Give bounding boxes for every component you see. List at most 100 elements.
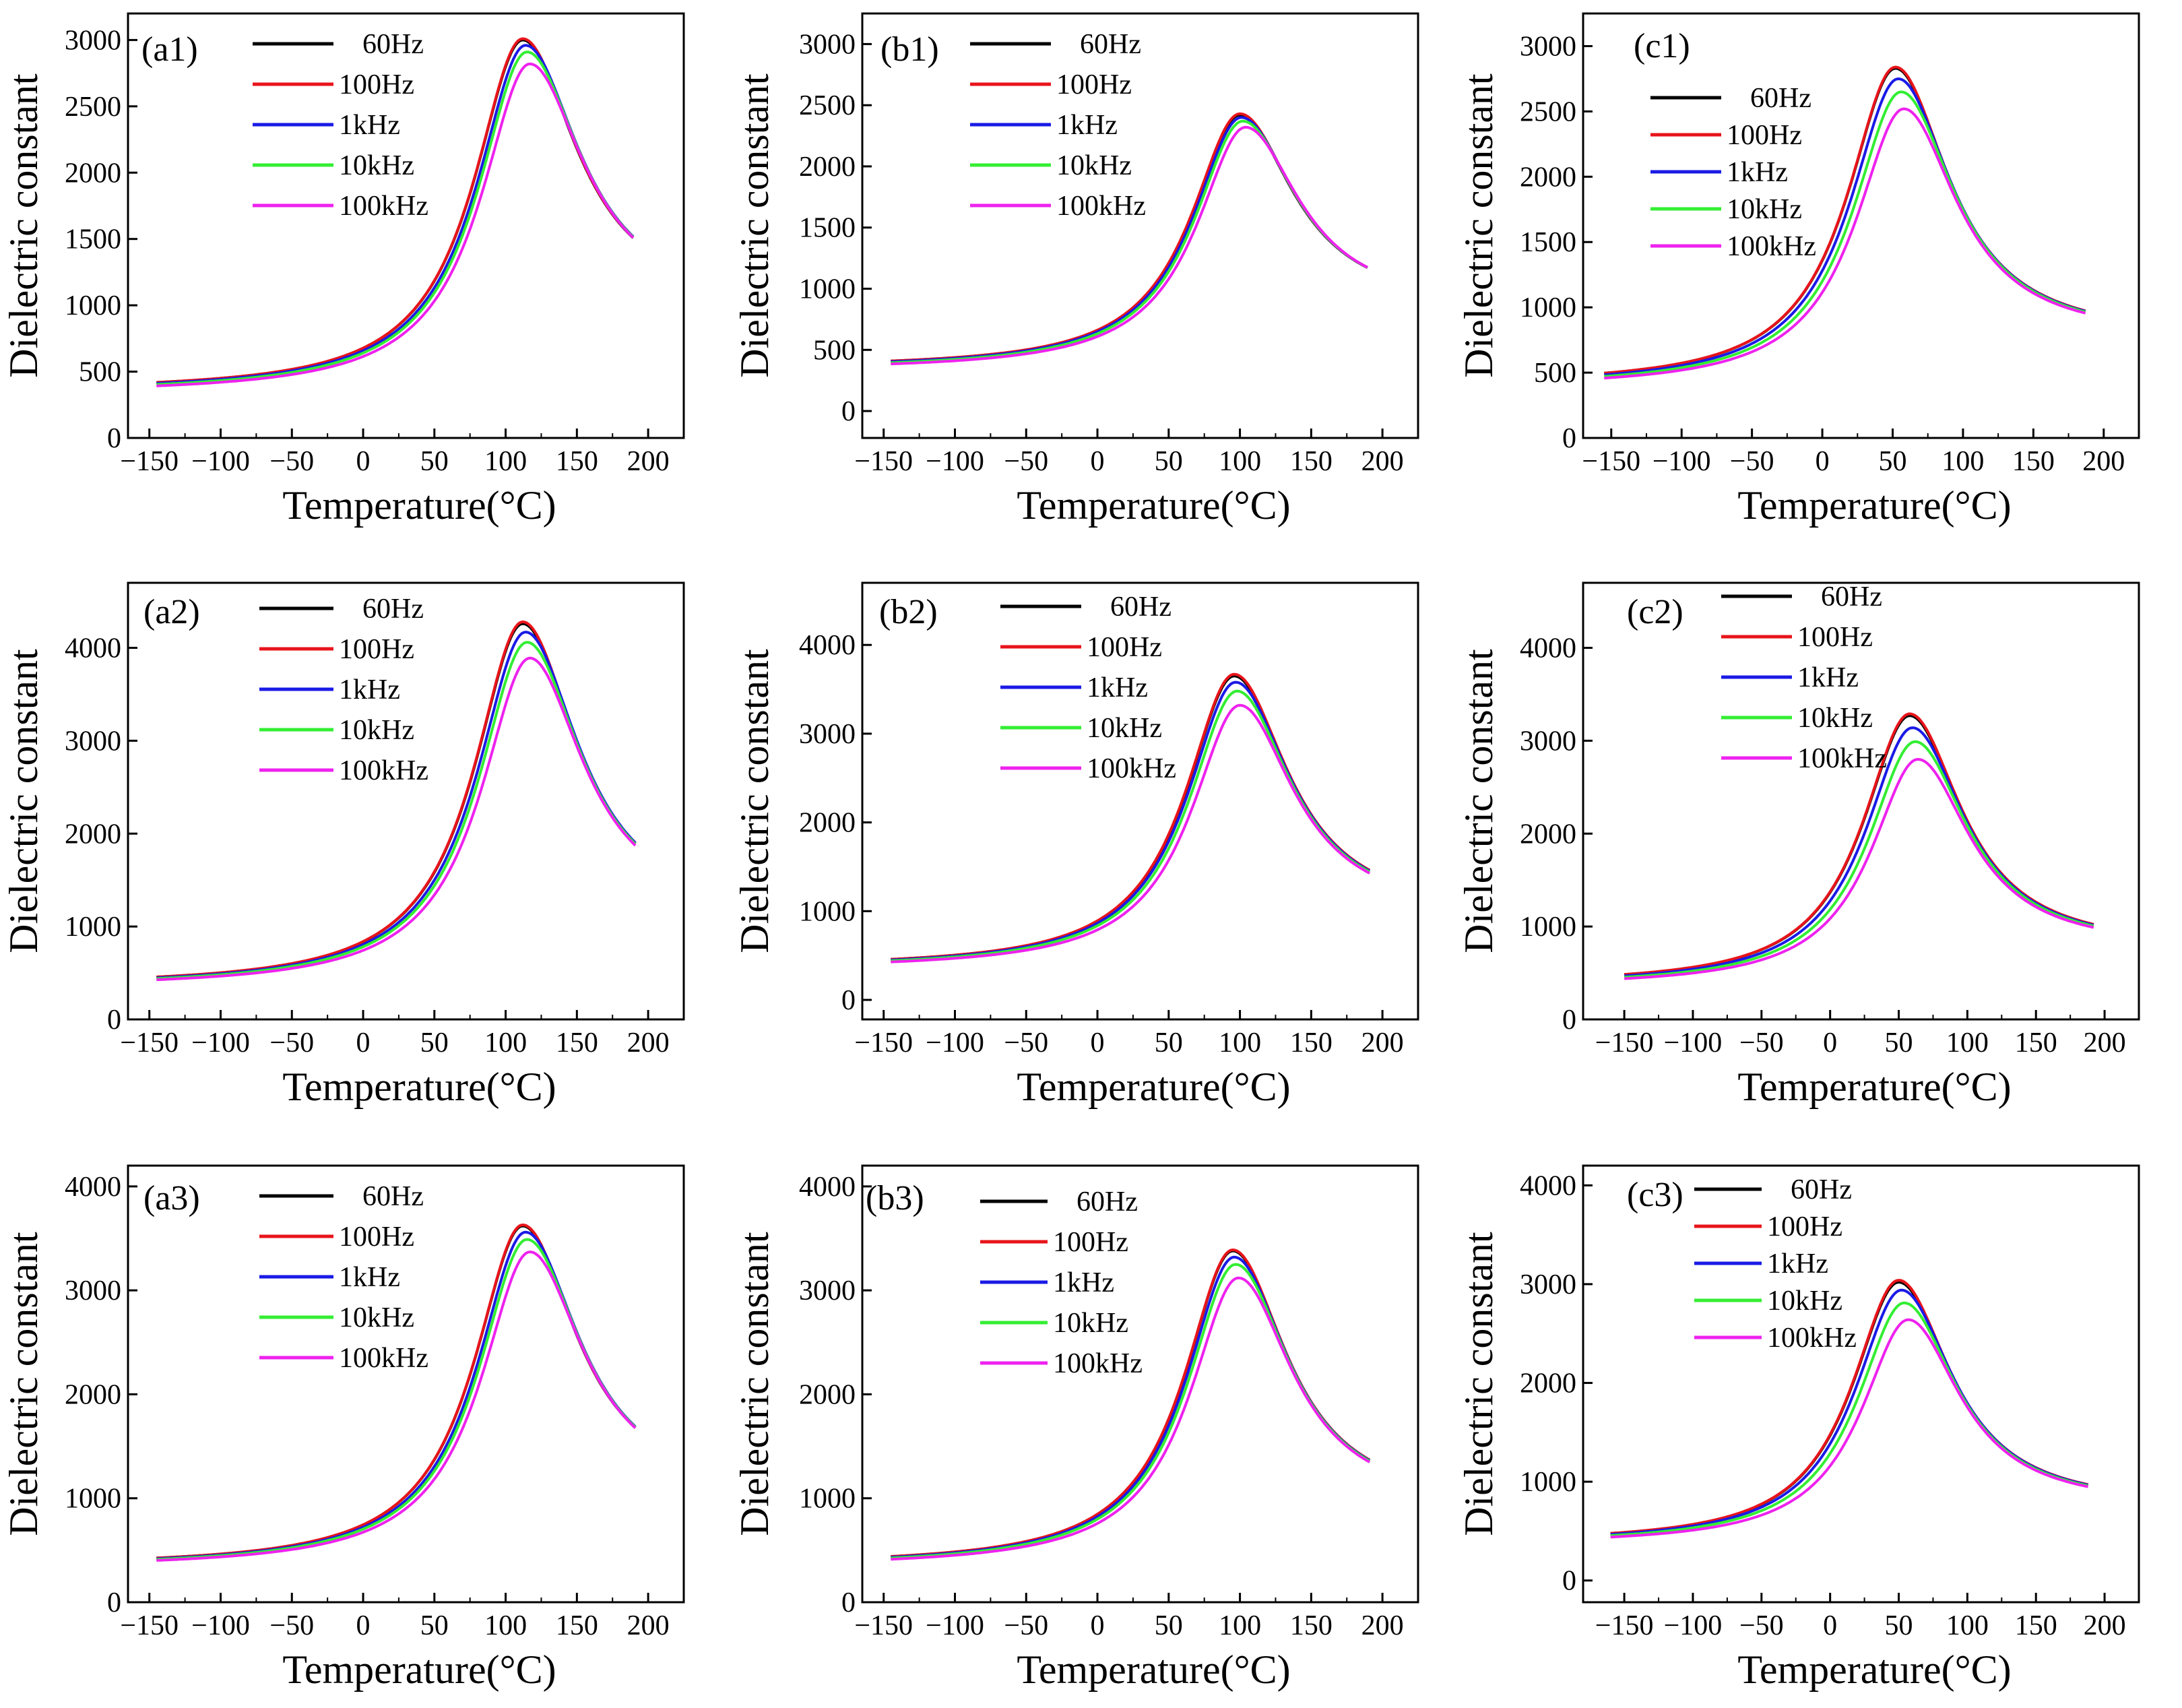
legend-label: 60Hz [1077, 1187, 1138, 1217]
legend-label: 100Hz [1797, 622, 1873, 653]
chart-panel-c2: −150 −100 −50 0 50 100 150 20001000200030004000… [1456, 581, 2140, 1109]
x-tick-label: −150 [854, 1027, 913, 1058]
legend-label: 10kHz [1767, 1286, 1842, 1317]
legend-label: 60Hz [1750, 83, 1811, 114]
legend-label: 100Hz [1087, 632, 1162, 663]
series-line-10kHz [156, 641, 637, 980]
y-tick-label: 4000 [799, 630, 856, 661]
legend-label: 100Hz [339, 634, 414, 665]
y-tick-label: 4000 [65, 1172, 121, 1203]
x-tick-label: 200 [2084, 1610, 2126, 1641]
x-tick-label: −150 [1582, 446, 1640, 477]
legend-label: 1kHz [1797, 662, 1859, 693]
plot-frame [1582, 12, 2140, 439]
y-tick-label: 2000 [65, 819, 121, 850]
y-axis-title: Dielectric constant [1, 73, 46, 378]
y-tick-label: 0 [107, 1005, 121, 1036]
y-tick-label: 3000 [1520, 726, 1576, 757]
y-tick-label: 0 [107, 423, 121, 454]
x-tick-label: 0 [356, 1610, 371, 1641]
x-tick-label: 150 [2015, 1027, 2057, 1058]
x-tick-label: 100 [484, 1610, 527, 1641]
x-tick-label: 100 [1946, 1610, 1989, 1641]
x-tick-label: 200 [1361, 446, 1404, 477]
x-tick-label: 50 [420, 446, 449, 477]
x-axis-title: Temperature(°C) [1737, 1647, 2011, 1692]
legend-label: 10kHz [339, 1302, 414, 1333]
y-axis-title: Dielectric constant [1456, 73, 1501, 378]
y-tick-label: 2000 [65, 158, 121, 189]
x-tick-label: −50 [269, 1027, 314, 1058]
x-tick-label: 0 [1816, 446, 1830, 477]
legend-label: 10kHz [339, 715, 414, 746]
panel-label: (c2) [1627, 593, 1683, 631]
y-tick-label: 1000 [1520, 1467, 1576, 1498]
y-tick-label: 2000 [1520, 819, 1576, 850]
x-tick-label: 50 [420, 1610, 449, 1641]
plot-frame [127, 1164, 685, 1604]
x-axis-title: Temperature(°C) [282, 483, 556, 528]
legend-label: 1kHz [339, 1262, 400, 1293]
panel-label: (c1) [1634, 27, 1690, 65]
legend-label: 100kHz [339, 755, 428, 786]
legend-label: 100Hz [1727, 120, 1802, 151]
panel-label: (a1) [141, 30, 198, 69]
legend-label: 100Hz [1767, 1211, 1842, 1242]
chart-panel-c1: −150 −100 −50 0 50 100 150 20005001000150020002… [1456, 12, 2140, 528]
y-tick-label: 1000 [799, 1484, 856, 1515]
legend-label: 60Hz [1791, 1174, 1852, 1205]
y-tick-label: 1500 [1520, 227, 1576, 258]
x-tick-label: 0 [1823, 1027, 1837, 1058]
x-tick-label: 50 [1885, 1610, 1913, 1641]
legend-label: 100Hz [1056, 69, 1132, 100]
x-tick-label: 50 [1155, 1610, 1183, 1641]
x-tick-label: 150 [1290, 1610, 1333, 1641]
chart-panel-a2: −150 −100 −50 0 50 100 150 20001000200030004000… [1, 581, 685, 1109]
x-tick-label: −100 [926, 446, 984, 477]
x-tick-label: −150 [854, 446, 913, 477]
series-line-100kHz [1610, 1318, 2089, 1539]
y-axis-title: Dielectric constant [1, 649, 46, 953]
x-tick-label: −100 [1664, 1610, 1723, 1641]
plot-frame [127, 581, 685, 1021]
x-tick-label: 150 [556, 446, 598, 477]
x-tick-label: 0 [356, 446, 371, 477]
y-tick-label: 2000 [799, 808, 856, 839]
series-line-100kHz [891, 125, 1368, 366]
legend-label: 10kHz [1797, 703, 1873, 734]
legend-label: 60Hz [1110, 592, 1172, 623]
x-tick-label: 0 [356, 1027, 371, 1058]
x-tick-label: 100 [1219, 446, 1261, 477]
x-tick-label: −150 [120, 1027, 179, 1058]
y-tick-label: 1000 [65, 1484, 121, 1515]
series-line-100Hz [891, 1248, 1371, 1558]
legend-label: 100kHz [1053, 1348, 1143, 1379]
legend-label: 100kHz [1056, 191, 1146, 222]
chart-panel-b1: −150 −100 −50 0 50 100 150 20005001000150020002… [732, 12, 1419, 528]
legend-label: 100Hz [339, 69, 414, 100]
x-tick-label: 150 [1290, 1027, 1333, 1058]
y-axis-title: Dielectric constant [1456, 649, 1501, 953]
y-tick-label: 4000 [1520, 633, 1576, 664]
series-line-1kHz [891, 1255, 1371, 1559]
series-line-100kHz [1624, 757, 2094, 980]
x-tick-label: 50 [1155, 1027, 1183, 1058]
y-tick-label: 0 [841, 396, 856, 427]
legend-label: 100Hz [339, 1222, 414, 1253]
series-line-100kHz [891, 1276, 1371, 1561]
plot-frame [1582, 1164, 2140, 1604]
series-line-100kHz [156, 656, 637, 982]
x-tick-label: −100 [191, 1610, 250, 1641]
y-tick-label: 0 [841, 985, 856, 1016]
panel-label: (b3) [866, 1179, 924, 1217]
x-tick-label: −150 [120, 446, 179, 477]
x-tick-label: 100 [484, 446, 527, 477]
y-axis-title: Dielectric constant [1, 1232, 46, 1536]
plot-frame [1582, 581, 2140, 1021]
legend-label: 10kHz [1087, 713, 1162, 744]
y-tick-label: 3000 [65, 726, 121, 757]
series-line-10kHz [1604, 90, 2086, 378]
legend-label: 60Hz [362, 594, 424, 625]
x-tick-label: 100 [484, 1027, 527, 1058]
y-tick-label: 2000 [799, 1379, 856, 1410]
